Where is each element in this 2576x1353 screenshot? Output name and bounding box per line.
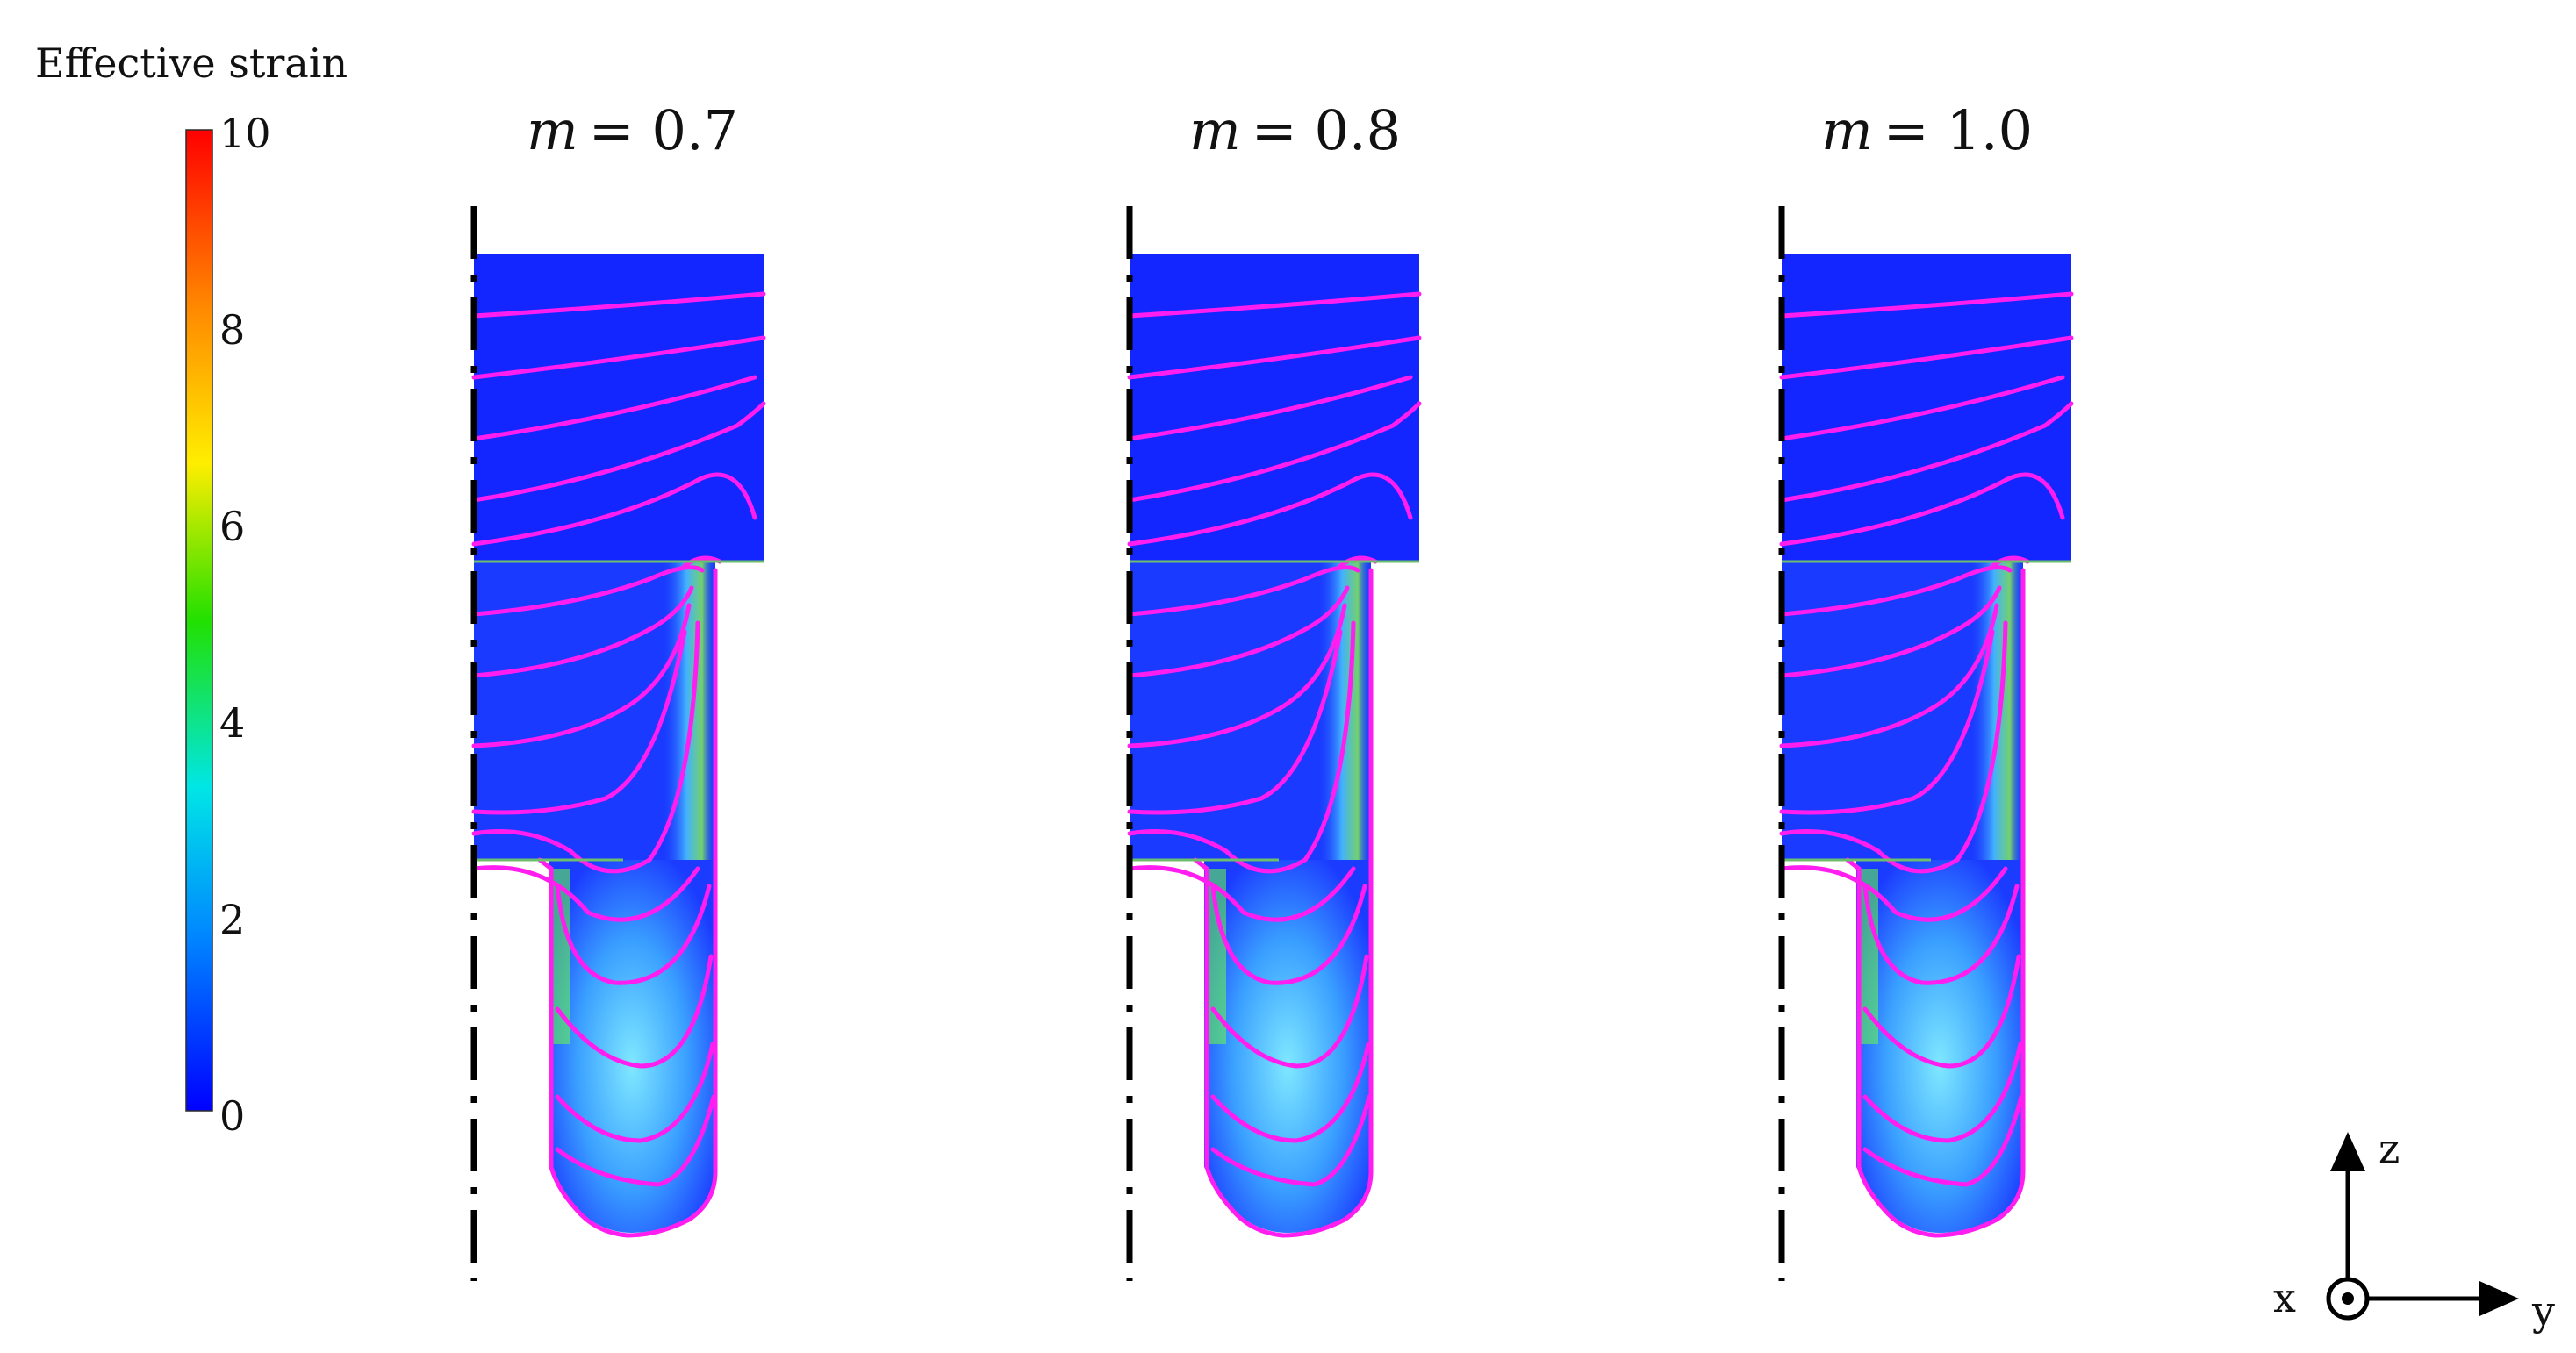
panel-2: m = 0.8 xyxy=(1126,98,1419,1281)
tick-label: 2 xyxy=(219,896,245,943)
strain-field-m08 xyxy=(1130,254,1419,1235)
z-axis-label: z xyxy=(2379,1125,2400,1172)
x-axis-dot-icon xyxy=(2342,1292,2354,1305)
param-value: = 0.8 xyxy=(1252,98,1401,162)
param-value: = 1.0 xyxy=(1884,98,2033,162)
param-symbol: m xyxy=(527,98,578,162)
legend-title: Effective strain xyxy=(35,39,348,87)
x-axis-label: x xyxy=(2273,1274,2296,1321)
strain-field-m10 xyxy=(1782,254,2071,1235)
param-symbol: m xyxy=(1189,98,1241,162)
legend-ticks: 10 8 6 4 2 0 xyxy=(219,110,271,1140)
tick-label: 4 xyxy=(219,699,245,747)
panel-1: m = 0.7 xyxy=(470,98,764,1281)
tick-label: 10 xyxy=(219,110,271,157)
strain-field-m07 xyxy=(474,254,764,1235)
param-value: = 0.7 xyxy=(589,98,738,162)
panel-title: m = 0.8 xyxy=(1189,98,1401,162)
panel-3: m = 1.0 xyxy=(1778,98,2071,1281)
param-symbol: m xyxy=(1821,98,1873,162)
colorbar xyxy=(185,129,213,1112)
tick-label: 0 xyxy=(219,1092,245,1140)
z-arrow-head-icon xyxy=(2330,1132,2365,1171)
tick-label: 8 xyxy=(219,306,245,354)
y-axis-label: y xyxy=(2531,1287,2555,1335)
tick-label: 6 xyxy=(219,503,245,550)
panel-title: m = 0.7 xyxy=(527,98,738,162)
y-arrow-head-icon xyxy=(2479,1281,2519,1316)
panel-title: m = 1.0 xyxy=(1821,98,2033,162)
coordinate-triad: z x y xyxy=(2273,1125,2555,1335)
